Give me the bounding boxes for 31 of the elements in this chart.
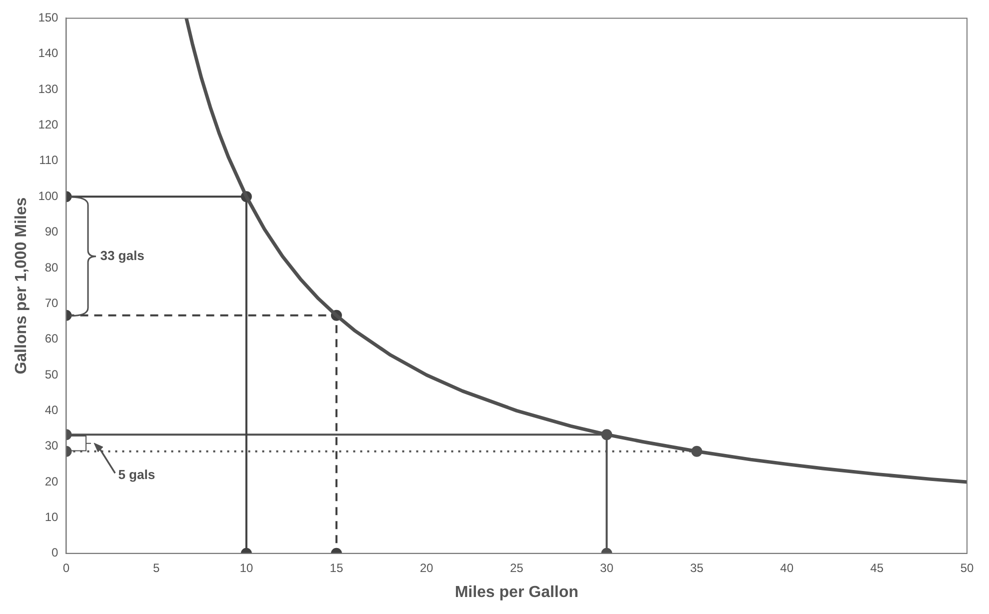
- y-tick-label: 40: [44, 402, 59, 417]
- y-tick-label: 70: [44, 296, 59, 310]
- y-tick-label: 30: [44, 438, 59, 453]
- y-tick-label: 140: [38, 46, 59, 60]
- x-tick-label: 45: [870, 560, 884, 575]
- y-tick-label: 80: [44, 260, 59, 274]
- y-tick-label: 90: [44, 224, 59, 239]
- y-tick-label: 20: [44, 474, 59, 488]
- y-tick-label: 110: [39, 153, 59, 168]
- y-tick-label: 10: [44, 510, 59, 524]
- x-tick-label: 25: [510, 560, 524, 575]
- y-axis-title: Gallons per 1,000 Miles: [13, 197, 30, 374]
- y-tick-label: 150: [38, 10, 59, 25]
- x-tick-label: 5: [152, 560, 160, 575]
- x-axis-title: Miles per Gallon: [454, 584, 578, 601]
- x-tick-label: 40: [780, 560, 794, 575]
- x-tick-label: 35: [690, 560, 704, 575]
- annotation: 33 gals: [100, 248, 144, 263]
- x-tick-label: 30: [600, 560, 614, 575]
- y-tick-label: 0: [52, 546, 59, 560]
- y-tick-label: 50: [44, 367, 59, 382]
- x-tick-label: 50: [960, 560, 974, 575]
- y-tick-label: 130: [38, 82, 59, 96]
- y-tick-label: 120: [38, 118, 59, 132]
- y-tick-label: 100: [38, 188, 59, 203]
- x-tick-label: 20: [420, 560, 434, 575]
- x-tick-label: 0: [62, 560, 70, 575]
- x-tick-label: 10: [240, 560, 254, 575]
- x-tick-label: 15: [330, 560, 344, 575]
- y-tick-label: 60: [44, 332, 59, 346]
- annotation: 5 gals: [118, 466, 156, 482]
